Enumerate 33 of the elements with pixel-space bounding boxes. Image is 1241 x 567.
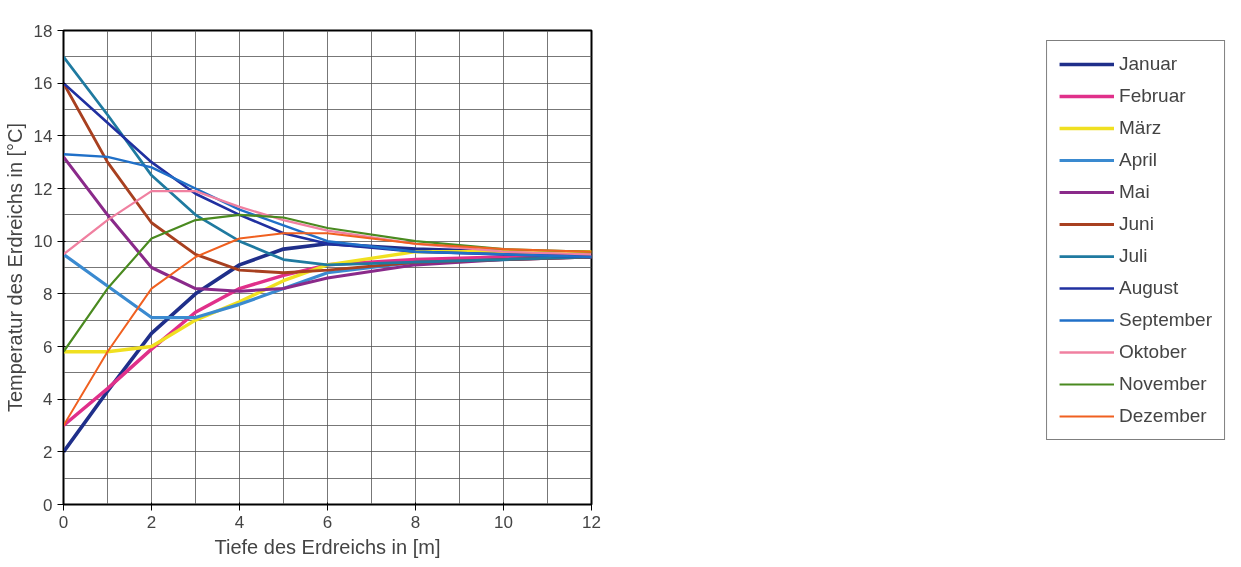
y-tick-label: 0 xyxy=(43,495,53,515)
x-tick-label: 2 xyxy=(146,512,157,532)
legend-label: November xyxy=(1119,373,1207,395)
legend-label: März xyxy=(1119,117,1162,139)
legend-label: Juli xyxy=(1119,245,1148,267)
legend-label: Januar xyxy=(1119,53,1178,75)
y-tick-label: 16 xyxy=(33,74,53,94)
x-tick-label: 0 xyxy=(58,512,69,532)
x-tick-label: 4 xyxy=(234,512,245,532)
line-series xyxy=(63,153,592,259)
x-axis-title: Tiefe des Erdreichs in [m] xyxy=(214,535,441,558)
y-tick-label: 18 xyxy=(33,21,53,41)
line-series xyxy=(63,189,592,256)
y-tick-label: 2 xyxy=(43,442,53,462)
legend-label: Mai xyxy=(1119,181,1150,203)
x-tick-label: 8 xyxy=(410,512,421,532)
legend-label: August xyxy=(1119,277,1179,299)
x-tick-label: 10 xyxy=(494,512,513,532)
legend-label: September xyxy=(1119,309,1212,331)
x-tick-label: 12 xyxy=(582,512,601,532)
y-tick-label: 8 xyxy=(43,284,53,304)
legend-label: April xyxy=(1119,149,1158,171)
legend-label: Dezember xyxy=(1119,405,1207,427)
x-tick-label: 6 xyxy=(322,512,333,532)
y-tick-label: 12 xyxy=(33,179,53,199)
y-tick-label: 6 xyxy=(43,337,53,357)
legend-label: Februar xyxy=(1119,85,1186,107)
y-tick-label: 10 xyxy=(33,232,53,252)
y-tick-label: 4 xyxy=(43,390,53,410)
y-axis-title: Temperatur des Erdreichs in [°C] xyxy=(3,122,26,413)
legend-label: Juni xyxy=(1119,213,1154,235)
y-tick-label: 14 xyxy=(33,126,53,146)
legend-label: Oktober xyxy=(1119,341,1187,363)
